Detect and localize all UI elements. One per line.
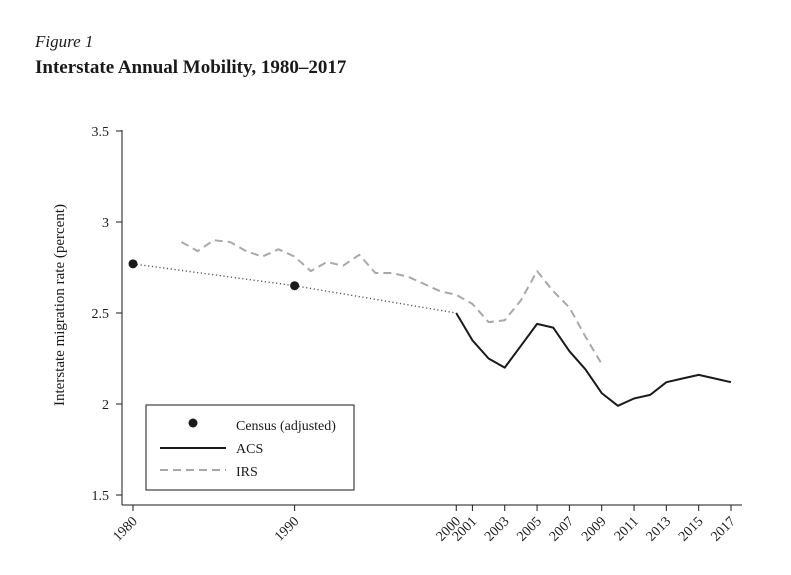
legend-irs-label: IRS [236, 465, 258, 480]
x-tick-label: 2011 [612, 514, 642, 544]
x-tick-label: 2009 [579, 514, 609, 544]
y-ticks: 1.5 2 2.5 3 3.5 [92, 125, 122, 504]
legend: Census (adjusted) ACS IRS [145, 404, 355, 491]
x-tick-label: 2013 [644, 514, 674, 544]
y-tick-label: 1.5 [92, 489, 110, 504]
x-tick-label: 1990 [272, 514, 302, 544]
census-adjusted-point [290, 281, 300, 291]
x-tick-label: 2005 [514, 514, 544, 544]
y-axis-label: Interstate migration rate (percent) [52, 204, 68, 406]
x-tick-label: 2003 [482, 514, 512, 544]
series-layer [128, 239, 732, 407]
x-tick-label: 2017 [708, 514, 738, 544]
irs-line [181, 239, 603, 365]
x-tick-label: 1980 [110, 514, 140, 544]
y-tick-label: 2.5 [92, 307, 110, 322]
census-adjusted-point [128, 259, 138, 269]
census-acs-connector-line [132, 263, 457, 314]
acs-line [455, 312, 732, 407]
figure-title: Interstate Annual Mobility, 1980–2017 [35, 57, 347, 78]
figure-label: Figure 1 [35, 32, 94, 51]
legend-acs-label: ACS [236, 442, 263, 457]
y-tick-label: 2 [102, 398, 109, 413]
y-tick-label: 3 [102, 216, 109, 231]
y-tick-label: 3.5 [92, 125, 110, 140]
axes [121, 130, 742, 506]
legend-census-label: Census (adjusted) [236, 419, 336, 434]
x-tick-label: 2007 [547, 514, 577, 544]
x-tick-label: 2015 [676, 514, 706, 544]
legend-census-marker [188, 418, 198, 428]
